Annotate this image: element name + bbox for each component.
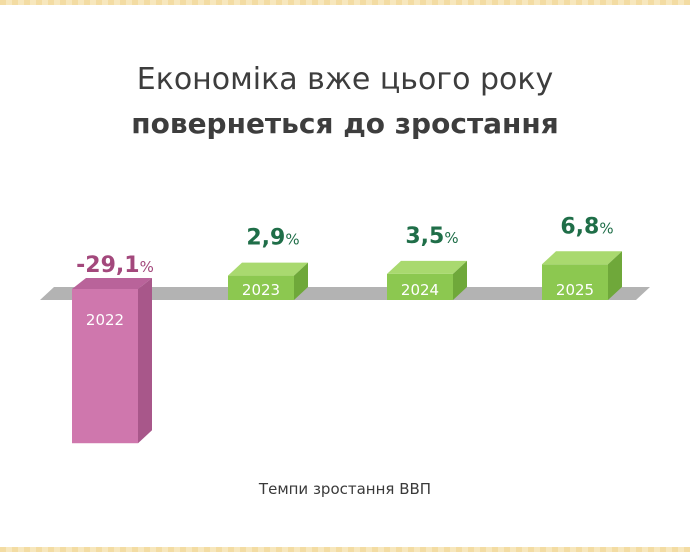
bar-top-2023: [228, 262, 308, 276]
value-label-2023: 2,9%: [246, 226, 299, 251]
title-line-2: повернеться до зростання: [131, 107, 559, 140]
bar-side-2025: [608, 251, 622, 300]
bar-2022: [72, 289, 138, 444]
bar-2023: [228, 275, 294, 300]
bar-side-2023: [294, 262, 308, 300]
baseline-band: [40, 287, 650, 300]
bar-side-2022: [138, 278, 152, 444]
category-label-2022: 2022: [86, 311, 124, 329]
value-label-2025: 6,8%: [560, 214, 613, 239]
category-label-2025: 2025: [556, 281, 594, 299]
bar-2024: [387, 273, 453, 300]
bar-top-2022: [72, 278, 152, 289]
category-label-2023: 2023: [242, 281, 280, 299]
chart-caption: Темпи зростання ВВП: [258, 480, 432, 498]
bar-top-2024: [387, 260, 467, 274]
bottom-border: [0, 547, 690, 552]
bar-2025: [542, 264, 608, 300]
bar-side-2024: [453, 260, 467, 300]
bar-top-2025: [542, 251, 622, 265]
top-border: [0, 0, 690, 5]
chart-title: Економіка вже цього року повернеться до …: [0, 58, 690, 146]
value-label-2024: 3,5%: [405, 224, 458, 249]
title-line-1: Економіка вже цього року: [136, 62, 554, 97]
value-label-2022: -29,1%: [76, 253, 154, 278]
category-label-2024: 2024: [401, 281, 439, 299]
